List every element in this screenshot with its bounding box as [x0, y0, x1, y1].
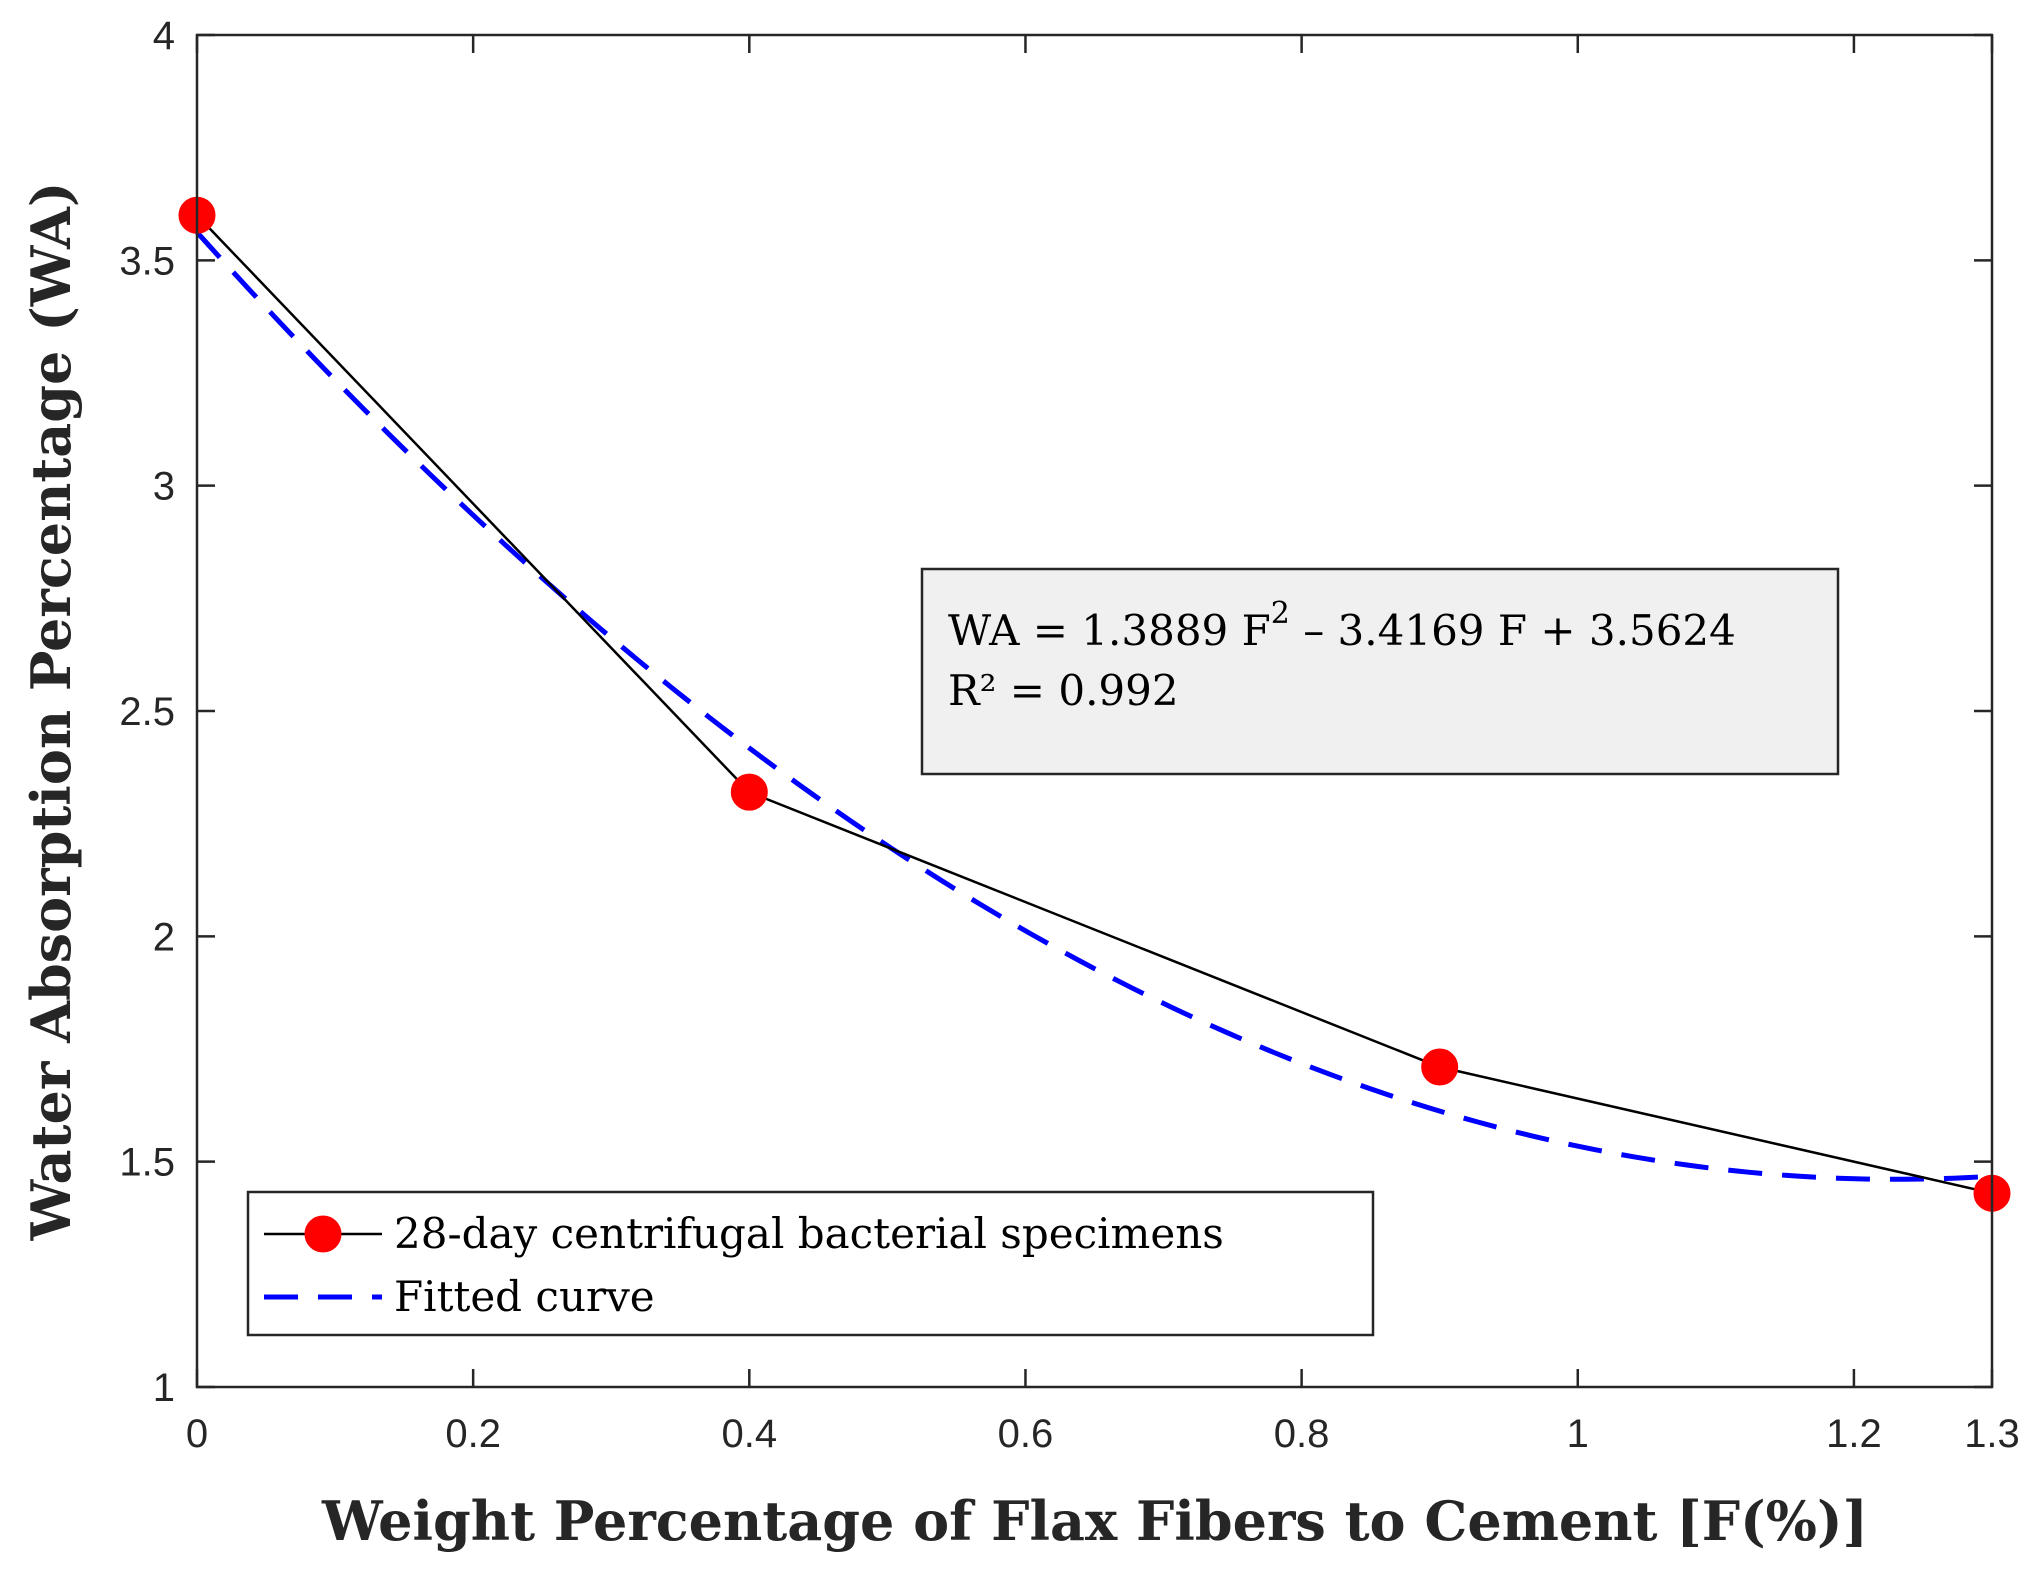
x-tick-label: 0.8	[1274, 1412, 1330, 1456]
data-point	[1421, 1048, 1459, 1086]
axes-box	[195, 33, 1994, 1389]
annotation-box	[920, 567, 1840, 776]
y-tick-label: 3	[153, 465, 175, 509]
x-tick-label: 0.4	[722, 1412, 778, 1456]
x-tick-label: 0	[186, 1412, 208, 1456]
x-tick-label: 1.2	[1826, 1412, 1882, 1456]
legend-entry-fit: Fitted curve	[394, 1272, 655, 1321]
y-tick-label: 1	[153, 1366, 175, 1410]
equation-annotation: WA = 1.3889 F2 – 3.4169 F + 3.5624 R² = …	[920, 567, 1840, 776]
equation-text: WA = 1.3889 F2 – 3.4169 F + 3.5624	[948, 596, 1736, 655]
y-tick-label: 2	[153, 915, 175, 959]
data-point	[730, 773, 768, 811]
fitted-curve-line	[195, 230, 1993, 1182]
legend-box	[246, 1190, 1375, 1337]
r-squared-text: R² = 0.992	[948, 666, 1179, 715]
y-tick-label: 4	[153, 14, 175, 58]
y-tick-label: 2.5	[119, 690, 175, 734]
legend: 28-day centrifugal bacterial specimens F…	[246, 1190, 1375, 1337]
y-tick-label: 3.5	[119, 239, 175, 283]
x-tick-label: 0.2	[445, 1412, 501, 1456]
y-axis-label: Water Absorption Percentage (WA)	[19, 182, 83, 1242]
y-tick-label: 1.5	[119, 1141, 175, 1185]
legend-data-marker-swatch	[304, 1215, 342, 1253]
x-tick-label: 1.3	[1964, 1412, 2020, 1456]
data-series-line	[196, 214, 1993, 1195]
x-tick-label: 1	[1567, 1412, 1589, 1456]
legend-entry-data: 28-day centrifugal bacterial specimens	[394, 1209, 1224, 1258]
x-tick-label: 0.6	[998, 1412, 1054, 1456]
y-tick-labels: 1 1.5 2 2.5 3 3.5 4	[119, 14, 175, 1410]
x-tick-labels: 0 0.2 0.4 0.6 0.8 1 1.2 1.3	[186, 1412, 2020, 1456]
x-axis-label: Weight Percentage of Flax Fibers to Ceme…	[321, 1489, 1868, 1553]
